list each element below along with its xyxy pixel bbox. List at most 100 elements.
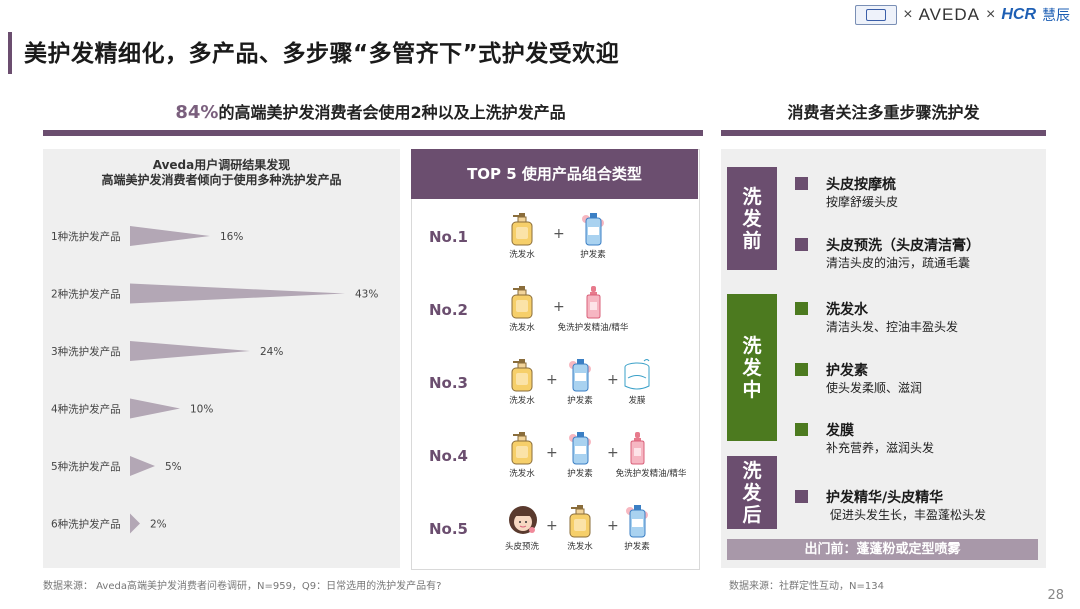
bar-mark [130, 398, 180, 419]
product-caption: 免洗护发精油/精华 [615, 469, 687, 479]
step-title: 头皮预洗（头皮清洁膏） [826, 238, 980, 254]
page-title: 美护发精细化，多产品、多步骤“多管齐下”式护发受欢迎 [24, 41, 620, 67]
stage-char: 洗 [742, 334, 762, 357]
bar-value-label: 16% [220, 231, 243, 243]
stage-char: 中 [742, 378, 762, 401]
stage-char: 发 [742, 481, 762, 504]
hcr-logo-cn: 慧辰 [1042, 7, 1070, 23]
product-icon [622, 431, 652, 469]
bar-value-label: 5% [165, 461, 182, 473]
combo-rank: No.4 [429, 447, 468, 465]
plus-sign: + [546, 372, 558, 388]
bar-category-label: 3种洗护发产品 [51, 345, 121, 358]
product-caption: 洗发水 [567, 542, 593, 552]
product-caption: 护发素 [567, 396, 593, 406]
bar-category-label: 4种洗护发产品 [51, 403, 121, 416]
product-caption: 护发素 [624, 542, 650, 552]
product-icon [507, 212, 537, 250]
product-icon [578, 212, 608, 250]
combo-rank: No.5 [429, 520, 468, 538]
combo-rank: No.1 [429, 228, 468, 246]
bar-value-label: 24% [260, 346, 283, 358]
product-icon [565, 358, 595, 396]
product-icon [622, 504, 652, 542]
stage-char: 发 [742, 356, 762, 379]
plus-sign: + [607, 518, 619, 534]
right-source-note: 数据来源：社群定性互动，N=134 [729, 581, 884, 592]
bullet-square [795, 302, 808, 315]
product-caption: 洗发水 [509, 469, 535, 479]
step-title: 发膜 [826, 423, 854, 439]
heading-percentage: 84% [175, 102, 219, 123]
bar-value-label: 2% [150, 519, 167, 531]
bar-category-label: 1种洗护发产品 [51, 230, 121, 243]
bullet-square [795, 177, 808, 190]
stage-after-wash: 洗 发 后 [727, 456, 777, 529]
step-title: 洗发水 [826, 302, 868, 318]
plus-sign: + [546, 445, 558, 461]
bar-category-label: 2种洗护发产品 [51, 288, 121, 301]
stage-before-wash: 洗 发 前 [727, 167, 777, 270]
logo-strip: × AVEDA × HCR 慧辰 [855, 4, 1070, 26]
step-desc: 使头发柔顺、滋润 [826, 381, 923, 395]
step-desc: 补充营养，滋润头发 [826, 441, 935, 455]
product-icon [565, 504, 595, 542]
page-number: 28 [1047, 588, 1064, 603]
plus-sign: + [553, 299, 565, 315]
aveda-logo: AVEDA [918, 5, 980, 24]
product-caption: 洗发水 [509, 250, 535, 260]
left-heading-underline [43, 130, 703, 136]
stage-char: 发 [742, 207, 762, 230]
product-caption: 护发素 [580, 250, 606, 260]
plus-sign: + [546, 518, 558, 534]
bullet-square [795, 423, 808, 436]
bar-mark [130, 226, 210, 246]
product-caption: 发膜 [628, 396, 646, 406]
bar-value-label: 43% [355, 289, 378, 301]
chart-panel [43, 149, 400, 568]
left-section-heading: 84%的高端美护发消费者会使用2种以及上洗护发产品 [43, 99, 698, 123]
stage-char: 洗 [742, 459, 762, 482]
plus-sign: + [553, 226, 565, 242]
product-icon [507, 358, 537, 396]
right-section-heading: 消费者关注多重步骤洗护发 [787, 103, 980, 122]
bar-mark [130, 456, 155, 476]
bar-mark [130, 513, 140, 534]
chart-title-line1: Aveda用户调研结果发现 [152, 158, 291, 172]
step-title: 护发素 [826, 363, 868, 379]
stage-char: 后 [742, 503, 762, 526]
logo-separator: × [903, 6, 913, 23]
stage-char: 前 [742, 229, 762, 252]
title-accent-bar [8, 32, 12, 74]
bar-chart: 1种洗护发产品 16% 2种洗护发产品 43% 3种洗护发产品 24% 4种洗护发产品 10%… [51, 226, 378, 534]
bar-value-label: 10% [190, 404, 213, 416]
product-icon [507, 285, 537, 323]
stage-char: 洗 [742, 185, 762, 208]
right-heading-underline [721, 130, 1046, 136]
top5-header: TOP 5 使用产品组合类型 [411, 149, 698, 199]
product-icon [565, 431, 595, 469]
product-caption: 洗发水 [509, 396, 535, 406]
top5-panel [411, 149, 700, 570]
hcr-logo: HCR [1001, 6, 1036, 23]
bar-mark [130, 341, 250, 361]
chart-title-line2: 高端美护发消费者倾向于使用多种洗护发产品 [101, 173, 342, 187]
product-icon [622, 358, 652, 396]
logo-separator: × [985, 6, 996, 23]
product-icon [578, 285, 608, 323]
plus-sign: + [607, 445, 619, 461]
step-title: 护发精华/头皮精华 [826, 490, 944, 506]
product-icon [507, 504, 537, 542]
left-source-note: 数据来源： Aveda高端美护发消费者问卷调研，N=959，Q9：日常选用的洗护… [43, 581, 442, 592]
product-caption: 头皮预洗 [504, 542, 539, 552]
bullet-square [795, 238, 808, 251]
product-caption: 洗发水 [509, 323, 535, 333]
step-desc: 按摩舒缓头皮 [826, 195, 899, 209]
step-desc: 促进头发生长，丰盈蓬松头发 [830, 508, 987, 522]
chart-title: Aveda用户调研结果发现 高端美护发消费者倾向于使用多种洗护发产品 [43, 158, 400, 188]
step-desc: 清洁头皮的油污，疏通毛囊 [826, 256, 971, 270]
product-icon [507, 431, 537, 469]
tmic-logo [855, 5, 898, 25]
bar-mark [130, 283, 345, 304]
step-title: 头皮按摩梳 [826, 177, 896, 193]
